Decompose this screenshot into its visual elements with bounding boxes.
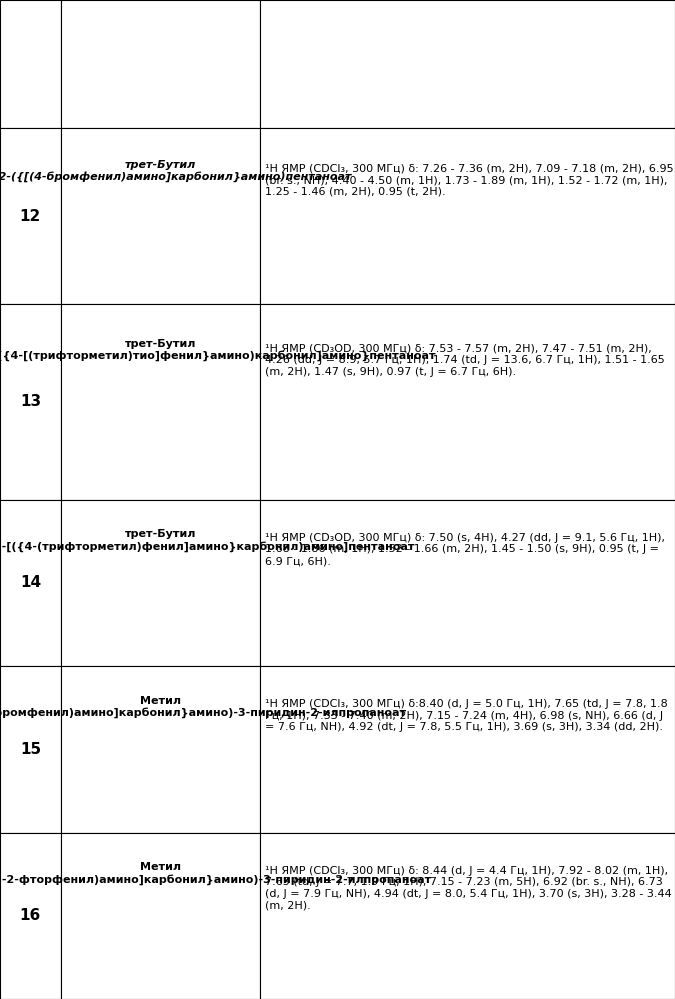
Bar <box>0 832 61 999</box>
Text: Метил (2R)-2-({[(4-бром-2-фторфенил)амино]карбонил}амино)-3-пиридин-2-илпропаноа: Метил (2R)-2-({[(4-бром-2-фторфенил)амин… <box>0 862 431 885</box>
Bar <box>0 129 61 305</box>
Bar <box>260 500 675 666</box>
Text: 13: 13 <box>20 395 41 410</box>
Text: 15: 15 <box>20 741 41 757</box>
Text: ¹Н ЯМР (CD₃OD, 300 МГц) δ: 7.50 (s, 4H), 4.27 (dd, J = 9.1, 5.6 Гц, 1H), 1.68 - : ¹Н ЯМР (CD₃OD, 300 МГц) δ: 7.50 (s, 4H),… <box>265 532 666 566</box>
Text: ¹Н ЯМР (CDCl₃, 300 МГц) δ: 7.26 - 7.36 (m, 2H), 7.09 - 7.18 (m, 2H), 6.95 (br. s: ¹Н ЯМР (CDCl₃, 300 МГц) δ: 7.26 - 7.36 (… <box>265 164 674 197</box>
Bar <box>0 0 61 129</box>
Bar <box>260 305 675 500</box>
Bar <box>0 666 61 832</box>
Bar <box>0 305 61 500</box>
Bar <box>260 0 675 129</box>
Text: Метил (2R)-2-({[(4-бромфенил)амино]карбонил}амино)-3-пиридин-2-илпропаноат: Метил (2R)-2-({[(4-бромфенил)амино]карбо… <box>0 696 406 718</box>
Text: трет-Бутил (2S)-2-({[(4-бромфенил)амино]карбонил}амино)пентаноат: трет-Бутил (2S)-2-({[(4-бромфенил)амино]… <box>0 160 352 182</box>
Bar <box>61 305 260 500</box>
Text: 12: 12 <box>20 209 41 224</box>
Bar <box>260 666 675 832</box>
Text: трет-Бутил (2S)-4-метил-2-[({4-(трифторметил)фенил]амино}карбонил)амино]пентаноа: трет-Бутил (2S)-4-метил-2-[({4-(трифторм… <box>0 529 414 551</box>
Bar <box>260 832 675 999</box>
Bar <box>61 666 260 832</box>
Text: 14: 14 <box>20 575 41 590</box>
Text: трет-Бутил (2S)-4-метил-2-{[({4-[(трифторметил)тио]фенил}амино)карбонил]амино}пе: трет-Бутил (2S)-4-метил-2-{[({4-[(трифто… <box>0 339 435 362</box>
Text: ¹Н ЯМР (CDCl₃, 300 МГц) δ: 8.44 (d, J = 4.4 Гц, 1H), 7.92 - 8.02 (m, 1H), 7.65 (: ¹Н ЯМР (CDCl₃, 300 МГц) δ: 8.44 (d, J = … <box>265 866 672 911</box>
Bar <box>61 832 260 999</box>
Bar <box>61 0 260 129</box>
Text: 16: 16 <box>20 908 41 923</box>
Bar <box>61 129 260 305</box>
Bar <box>0 500 61 666</box>
Text: ¹Н ЯМР (CDCl₃, 300 МГц) δ:8.40 (d, J = 5.0 Гц, 1H), 7.65 (td, J = 7.8, 1.8 Гц, 1: ¹Н ЯМР (CDCl₃, 300 МГц) δ:8.40 (d, J = 5… <box>265 699 668 732</box>
Bar <box>260 129 675 305</box>
Text: ¹Н ЯМР (CD₃OD, 300 МГц) δ: 7.53 - 7.57 (m, 2H), 7.47 - 7.51 (m, 2H), 4.26 (dd, J: ¹Н ЯМР (CD₃OD, 300 МГц) δ: 7.53 - 7.57 (… <box>265 344 665 377</box>
Bar <box>61 500 260 666</box>
